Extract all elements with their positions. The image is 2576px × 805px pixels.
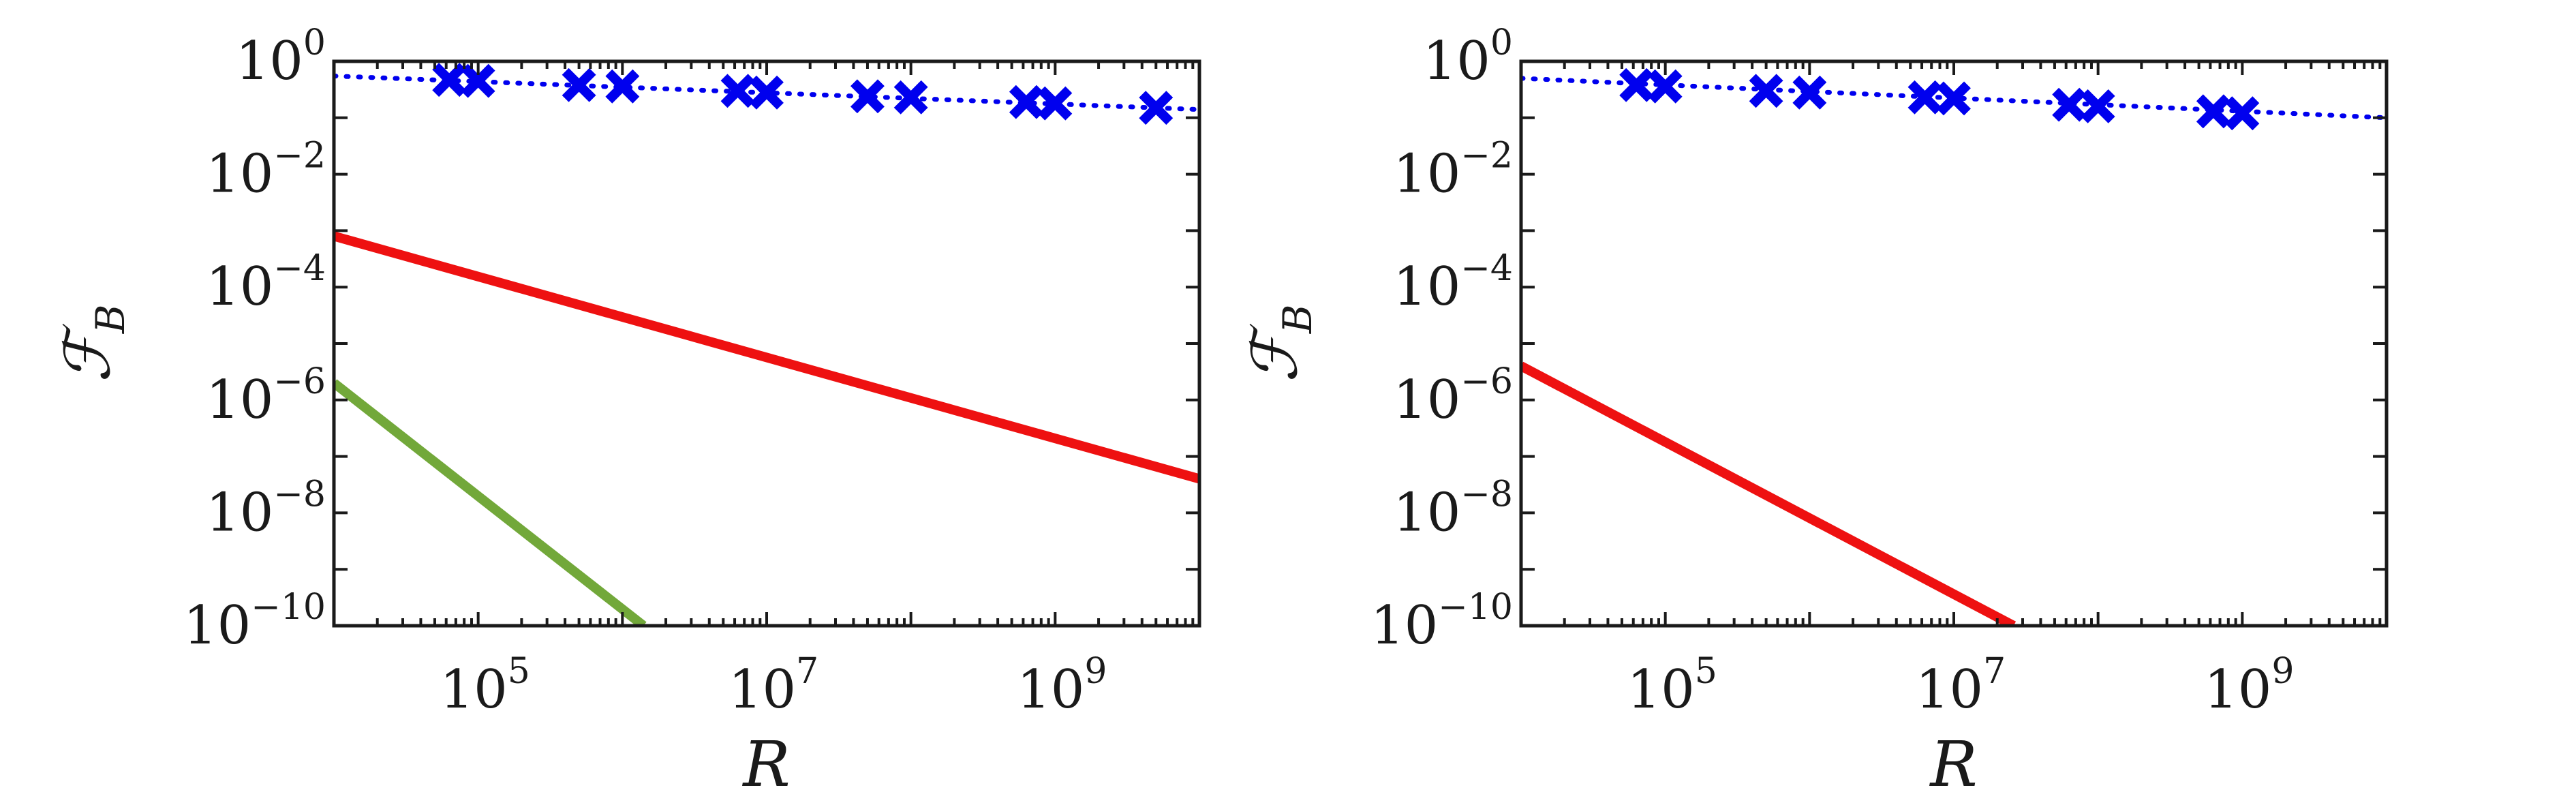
series-line: [1521, 361, 2017, 626]
y-tick-label: 100: [1423, 22, 1513, 92]
y-tick-label: 10−6: [206, 361, 326, 431]
series-line: [334, 379, 647, 626]
data-point-marker: [2225, 96, 2260, 131]
x-tick-label: 109: [2204, 651, 2294, 720]
data-point-marker: [1749, 74, 1783, 108]
data-point-marker: [2196, 94, 2230, 129]
data-point-marker: [720, 74, 755, 108]
data-point-marker: [1139, 91, 1174, 125]
y-tick-label: 10−10: [183, 587, 326, 656]
series-line: [334, 231, 1199, 484]
y-tick-label: 10−8: [206, 474, 326, 543]
y-tick-label: 10−8: [1393, 474, 1513, 543]
axis-ticks: [1520, 60, 2387, 627]
chart-panel-right: 100 10−2 10−4 10−6 10−8 10−10 105 107 109 R ℱB: [1238, 22, 2389, 801]
x-tick-label: 107: [1916, 651, 2006, 720]
y-tick-label: 100: [236, 22, 326, 92]
series-markers: [432, 63, 1174, 125]
x-tick-label: 105: [440, 651, 530, 720]
plot-area: [334, 63, 1199, 626]
data-point-marker: [2081, 89, 2115, 123]
axis-ticks: [333, 60, 1199, 627]
data-point-marker: [850, 79, 885, 114]
data-point-marker: [1792, 75, 1827, 110]
data-point-marker: [1038, 86, 1073, 121]
data-point-marker: [1648, 69, 1683, 104]
x-tick-label: 107: [729, 651, 818, 720]
x-axis-label: R: [741, 728, 790, 801]
axes-frame: [332, 59, 1201, 628]
data-point-marker: [2052, 87, 2087, 122]
data-point-marker: [750, 75, 784, 110]
series-markers: [1619, 67, 2260, 131]
plot-area: [1521, 67, 2387, 626]
y-tick-label: 10−4: [1393, 248, 1513, 318]
y-tick-label: 10−10: [1370, 587, 1513, 656]
data-point-marker: [605, 69, 640, 104]
y-axis-label: ℱB: [1238, 305, 1321, 383]
y-tick-label: 10−6: [1393, 361, 1513, 431]
y-tick-label: 10−2: [1393, 136, 1513, 205]
x-tick-label: 109: [1017, 651, 1107, 720]
data-point-marker: [1619, 67, 1654, 102]
data-point-marker: [1937, 81, 1971, 116]
x-tick-label: 105: [1627, 651, 1717, 720]
data-point-marker: [1907, 80, 1942, 115]
data-point-marker: [432, 63, 467, 97]
data-point-marker: [893, 80, 928, 115]
chart-panel-left: 100 10−2 10−4 10−6 10−8 10−10 105 107 109 R ℱB: [51, 22, 1201, 801]
x-axis-label: R: [1929, 728, 1977, 801]
y-axis-label: ℱB: [51, 305, 134, 383]
data-point-marker: [461, 63, 495, 98]
y-tick-label: 10−2: [206, 136, 326, 205]
data-point-marker: [562, 67, 596, 102]
data-point-marker: [1009, 85, 1043, 119]
axes-frame: [1519, 59, 2389, 628]
y-tick-label: 10−4: [206, 248, 326, 318]
